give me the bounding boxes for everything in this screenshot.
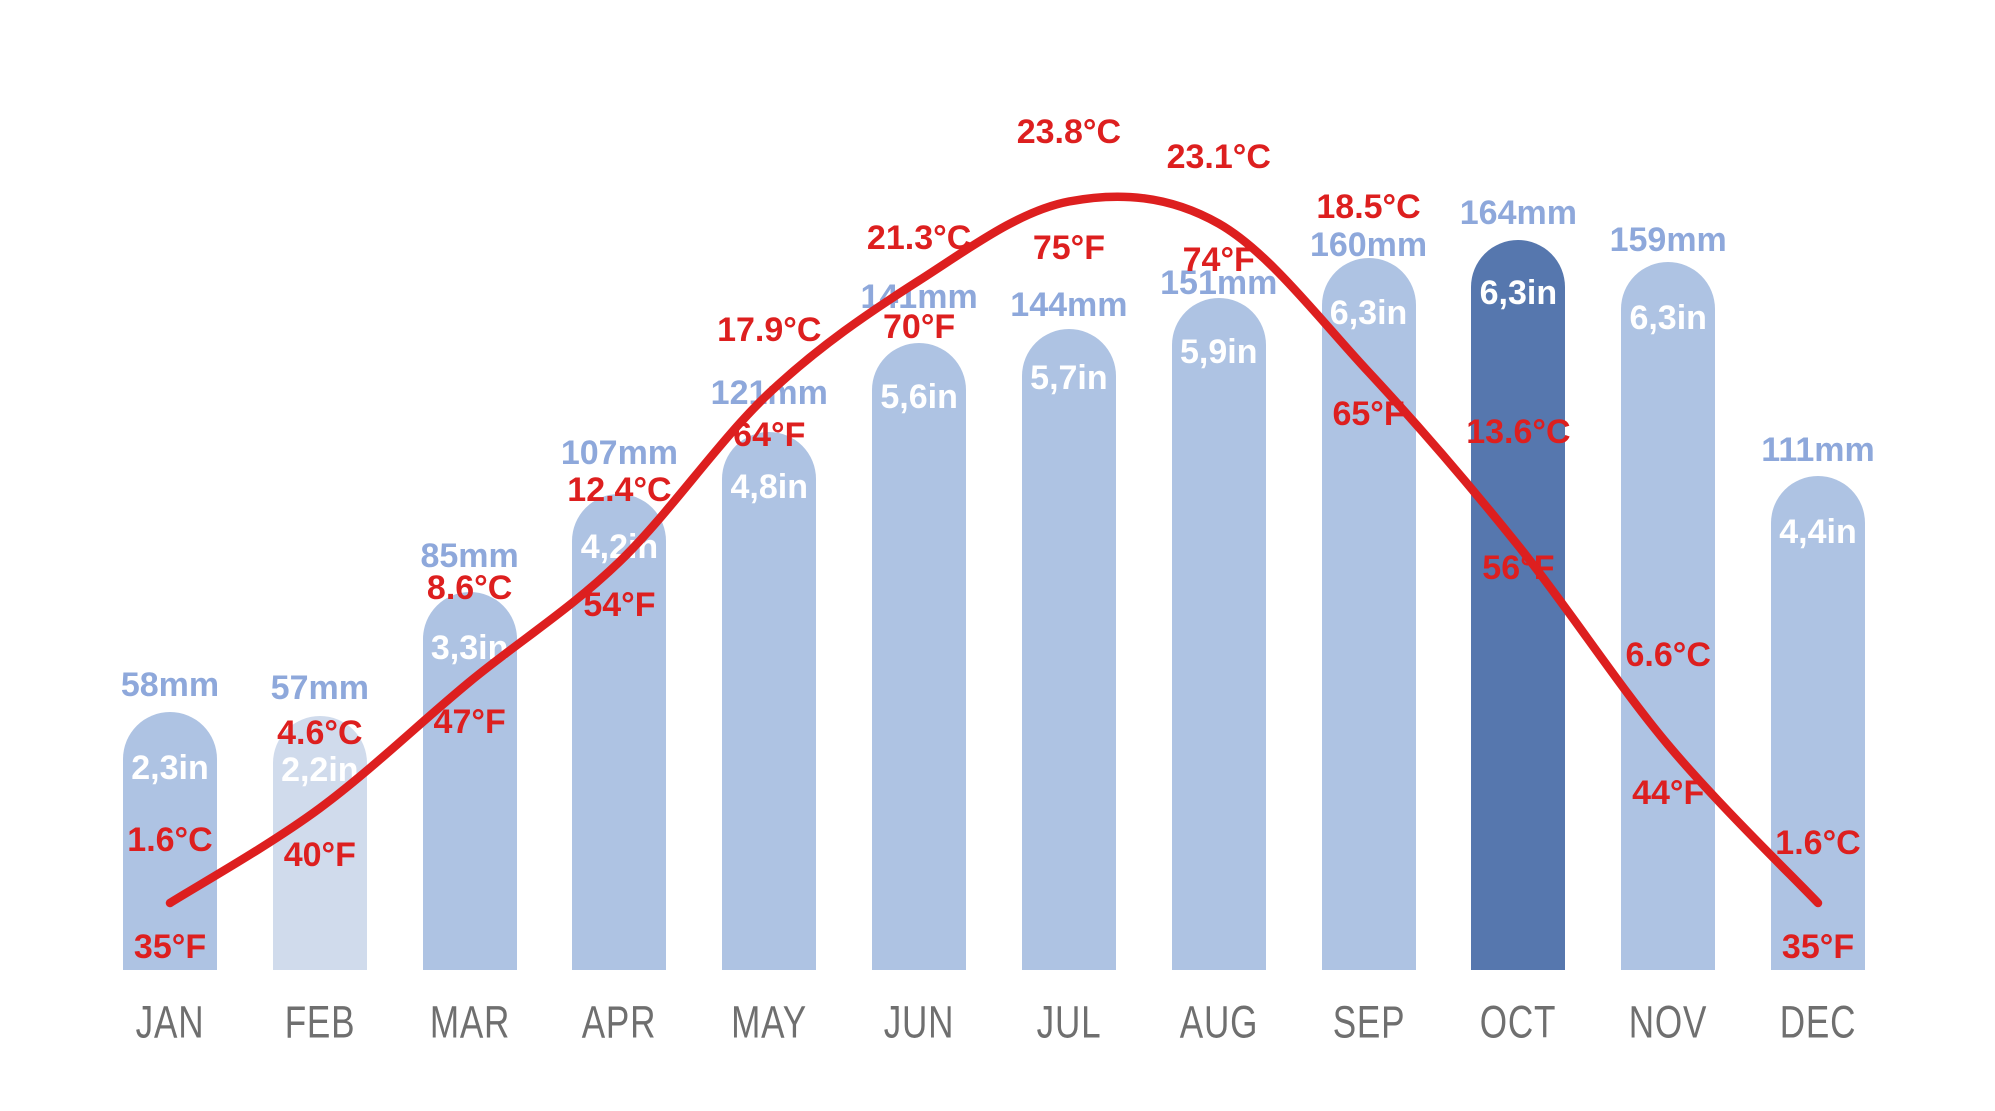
- precip-mm-label: 57mm: [270, 669, 369, 707]
- temp-celsius-label: 13.6°C: [1466, 413, 1571, 451]
- temp-celsius-label: 1.6°C: [1775, 824, 1861, 862]
- temperature-line-path: [165, 192, 1823, 908]
- month-label: OCT: [1480, 996, 1557, 1048]
- precip-mm-label: 121mm: [710, 374, 828, 412]
- month-label: JAN: [135, 996, 205, 1048]
- precip-mm-label: 85mm: [420, 537, 519, 575]
- month-label: AUG: [1179, 996, 1258, 1048]
- precip-mm-label: 160mm: [1309, 226, 1428, 264]
- temp-celsius-label: 1.6°C: [127, 821, 213, 859]
- temp-celsius-label: 23.1°C: [1166, 138, 1271, 176]
- precip-in-label: 5,7in: [1030, 359, 1108, 397]
- temp-fahrenheit-label: 44°F: [1632, 774, 1705, 812]
- precip-in-label: 4,8in: [730, 468, 809, 506]
- precipitation-bar: [1621, 262, 1716, 970]
- temp-fahrenheit-label: 54°F: [583, 586, 656, 624]
- precip-mm-label: 107mm: [560, 434, 679, 472]
- temp-fahrenheit-label: 40°F: [283, 836, 356, 874]
- month-label: NOV: [1628, 996, 1708, 1048]
- precip-in-label: 5,6in: [880, 378, 958, 416]
- precip-in-label: 6,3in: [1629, 299, 1707, 337]
- precip-in-label: 6,3in: [1479, 274, 1558, 312]
- precip-in-label: 2,2in: [281, 751, 359, 789]
- temp-celsius-label: 6.6°C: [1625, 636, 1711, 674]
- temp-fahrenheit-label: 75°F: [1032, 229, 1105, 267]
- precip-mm-label: 164mm: [1459, 194, 1577, 232]
- temp-fahrenheit-label: 70°F: [883, 308, 956, 346]
- temp-fahrenheit-label: 65°F: [1332, 395, 1405, 433]
- temp-fahrenheit-label: 56°F: [1482, 549, 1555, 587]
- precip-in-label: 4,2in: [580, 528, 659, 566]
- temp-fahrenheit-label: 35°F: [133, 928, 207, 966]
- temp-celsius-label: 4.6°C: [277, 714, 363, 752]
- precip-in-label: 2,3in: [131, 749, 209, 787]
- precip-in-label: 3,3in: [430, 629, 509, 667]
- temp-fahrenheit-label: 35°F: [1781, 928, 1855, 966]
- month-label: APR: [582, 996, 657, 1048]
- temp-celsius-label: 17.9°C: [717, 311, 822, 349]
- month-label: DEC: [1779, 996, 1857, 1048]
- temp-fahrenheit-label: 64°F: [733, 416, 806, 454]
- month-label: SEP: [1332, 996, 1405, 1048]
- temp-fahrenheit-label: 47°F: [433, 703, 506, 741]
- precip-mm-label: 144mm: [1010, 286, 1128, 324]
- temp-celsius-label: 23.8°C: [1016, 113, 1122, 151]
- precip-mm-label: 159mm: [1609, 221, 1727, 259]
- temp-celsius-label: 21.3°C: [866, 219, 972, 257]
- temp-celsius-label: 12.4°C: [567, 471, 672, 509]
- precipitation-bar: [1471, 240, 1566, 970]
- temp-celsius-label: 8.6°C: [426, 569, 513, 607]
- month-label: MAY: [731, 996, 808, 1048]
- precipitation-bar: [722, 431, 817, 970]
- month-label: MAR: [429, 996, 510, 1048]
- month-label: FEB: [284, 996, 356, 1048]
- month-label: JUL: [1036, 996, 1102, 1048]
- precipitation-bar: [872, 342, 967, 970]
- precip-mm-label: 111mm: [1761, 431, 1875, 469]
- precip-in-label: 4,4in: [1779, 513, 1857, 551]
- temp-fahrenheit-label: 74°F: [1182, 241, 1255, 279]
- precip-in-label: 6,3in: [1329, 294, 1408, 332]
- precip-mm-label: 58mm: [120, 666, 220, 704]
- temp-celsius-label: 18.5°C: [1316, 188, 1421, 226]
- precip-in-label: 5,9in: [1179, 333, 1258, 371]
- precipitation-bar: [1321, 258, 1416, 970]
- month-label: JUN: [883, 996, 955, 1048]
- precipitation-bar: [1021, 329, 1116, 970]
- precipitation-bar: [1171, 298, 1266, 970]
